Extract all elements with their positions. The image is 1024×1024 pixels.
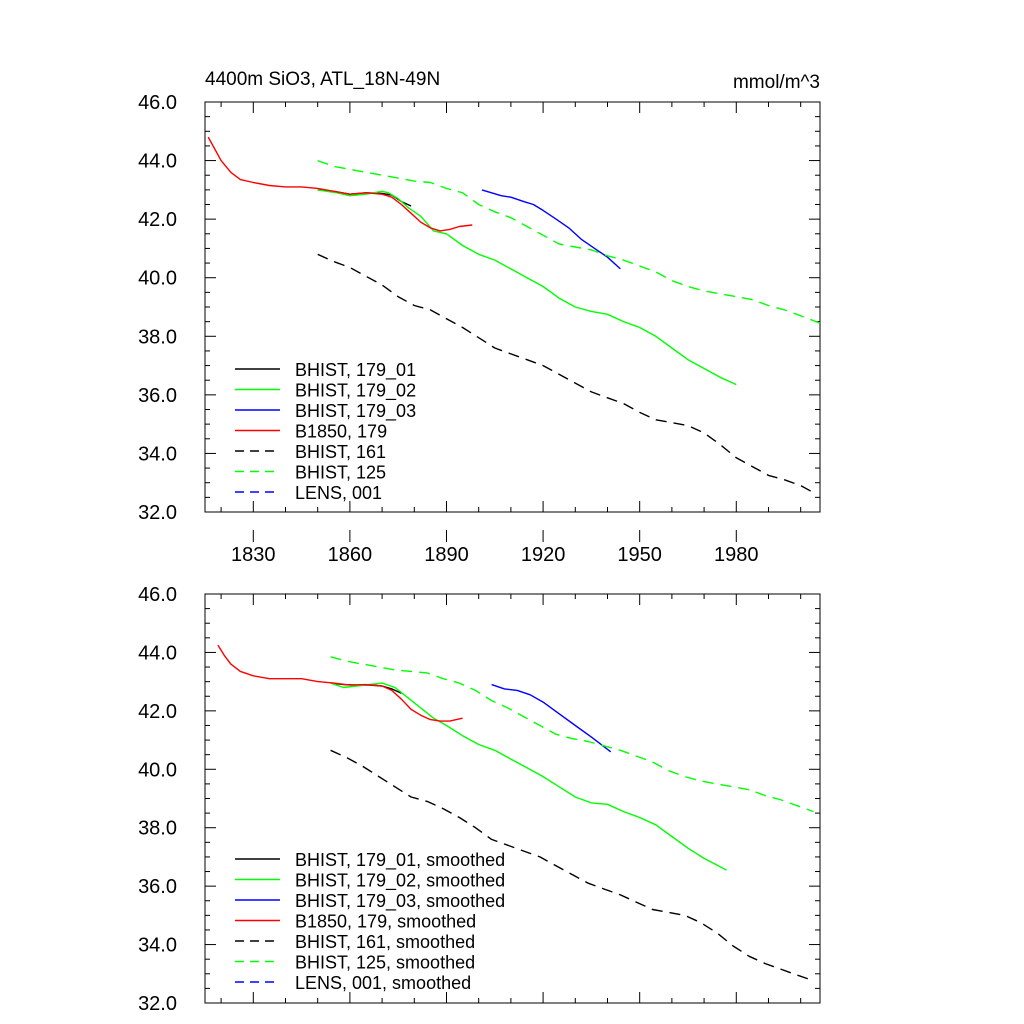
x-tick-label: 1860 [328,544,373,566]
chart-units: mmol/m^3 [733,72,820,93]
legend-label: LENS, 001 [295,483,382,503]
top-panel: 32.0 34.0 36.0 38.0 40.0 42.0 44.0 46.0 1830 1860… [138,92,821,566]
y-tick-label: 46.0 [138,584,177,606]
y-tick-label: 46.0 [138,92,177,114]
y-tick-label: 44.0 [138,642,177,664]
legend-label: BHIST, 179_01, smoothed [295,850,505,871]
y-tick-label: 40.0 [138,759,177,781]
series-line-bhist-179-02 [317,189,737,386]
legend-label: BHIST, 179_03, smoothed [295,891,505,912]
legend-label: BHIST, 161, smoothed [295,932,475,952]
x-tick-label: 1980 [714,544,759,566]
legend-label: BHIST, 125, smoothed [295,953,475,973]
y-tick-label: 32.0 [138,502,177,524]
series-line-bhist-179-03 [481,189,621,270]
legend-label: B1850, 179, smoothed [295,912,476,932]
y-tick-label: 38.0 [138,818,177,840]
y-tick-label: 40.0 [138,268,177,290]
series-line-b1850-179-smoothed [217,644,463,722]
legend-label: LENS, 001, smoothed [295,973,471,993]
x-tick-label: 1890 [424,544,469,566]
x-tick-label: 1920 [521,544,566,566]
y-tick-label: 42.0 [138,209,177,231]
series-line-bhist-125-smoothed [330,656,814,813]
y-tick-label: 34.0 [138,443,177,465]
y-tick-label: 34.0 [138,935,177,957]
y-tick-label: 36.0 [138,385,177,407]
series-line-b1850-179 [207,136,473,232]
x-tick-label: 1950 [617,544,662,566]
legend-label: BHIST, 125 [295,463,386,483]
y-tick-label: 32.0 [138,993,177,1015]
series-line-bhist-125 [317,159,821,324]
chart-title: 4400m SiO3, ATL_18N-49N [205,69,440,90]
y-tick-label: 42.0 [138,701,177,723]
legend-label: BHIST, 179_02, smoothed [295,871,505,892]
legend-label: BHIST, 179_03 [295,401,416,422]
series-line-bhist-179-02-smoothed [330,682,727,871]
y-tick-label: 44.0 [138,151,177,173]
legend-label: BHIST, 179_02 [295,381,416,402]
x-tick-label: 1830 [231,544,276,566]
legend-label: BHIST, 179_01 [295,360,416,381]
bottom-panel: 32.0 34.0 36.0 38.0 40.0 42.0 44.0 46.0 BHIST, 1… [138,584,821,1015]
series-line-bhist-179-03-smoothed [491,683,612,753]
series-line-bhist-161-smoothed [330,749,811,981]
y-tick-label: 38.0 [138,326,177,348]
series-line-bhist-161 [317,253,818,496]
legend-label: B1850, 179 [295,422,387,442]
legend-label: BHIST, 161 [295,442,386,462]
y-tick-label: 36.0 [138,876,177,898]
